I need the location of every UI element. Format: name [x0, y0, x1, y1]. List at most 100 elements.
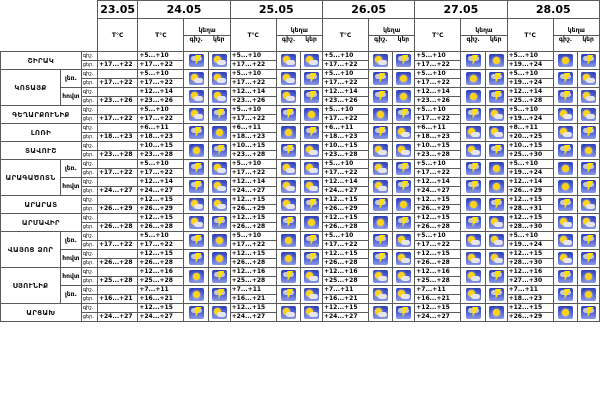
day-weather-cell	[484, 267, 508, 286]
night-weather-cell	[275, 159, 301, 178]
night-weather-cell	[552, 51, 578, 70]
storm-icon	[465, 306, 481, 319]
night-weather-cell	[275, 69, 301, 88]
precip-day-label: կեր	[397, 35, 410, 43]
subregion-label: հովտ	[59, 177, 82, 196]
temp-value: +12...+15	[137, 249, 185, 259]
day-weather-cell	[484, 249, 508, 268]
temp-value: +17...+22	[229, 114, 277, 124]
day-weather-cell	[576, 87, 600, 106]
day-weather-cell	[392, 87, 416, 106]
sun-icon	[465, 90, 481, 103]
table-row: ցեր. +26...+28 +26...+28 +26...+28 +26...+28…	[1, 258, 600, 268]
day-weather-cell	[484, 231, 508, 250]
day-weather-cell	[484, 105, 508, 124]
day-weather-cell	[299, 123, 323, 142]
storm-icon	[280, 270, 296, 283]
temp-value-23: +18...+23	[96, 132, 139, 142]
day-weather-cell	[207, 267, 231, 286]
temp-value: +23...+28	[414, 150, 462, 160]
night-weather-cell	[460, 213, 486, 232]
storm-icon	[303, 198, 319, 211]
sun-cloud-icon	[373, 54, 389, 67]
night-weather-cell	[460, 267, 486, 286]
sun-cloud-icon	[188, 72, 204, 85]
sun-cloud-icon	[488, 234, 504, 247]
night-weather-cell	[460, 69, 486, 88]
precip-day-label: կեր	[489, 35, 502, 43]
night-weather-cell	[368, 231, 394, 250]
day-weather-cell	[576, 141, 600, 160]
temp-value: +26...+29	[506, 186, 554, 196]
storm-icon	[211, 288, 227, 301]
table-row: ՎԱՅՈՑ ՁՈՐ լեռ. գիշ. +5...+10 +5...+10 +5...+1…	[0, 231, 600, 268]
date-header-26: 26.05	[321, 0, 416, 19]
night-weather-cell	[460, 141, 486, 160]
day-weather-cell	[576, 213, 600, 232]
storm-icon	[488, 288, 504, 301]
sun-cloud-icon	[557, 252, 573, 265]
table-row: ցեր. +16...+21 +16...+21 +16...+21 +16...+21…	[1, 294, 600, 304]
temp-value: +24...+27	[137, 312, 185, 322]
table-row: ՍՅՈՒՆԻՔ հովտ գիշ. +12...+16 +12...+16 +12...+…	[0, 267, 600, 304]
night-weather-cell	[552, 87, 578, 106]
day-label: ցեր.	[80, 78, 98, 88]
temp-header: T°C	[229, 18, 277, 52]
precip-night-label: գիշ.	[558, 35, 573, 43]
table-row: լեռ. գիշ. +7...+11 +7...+11 +7...+11 +7...+11…	[1, 285, 600, 304]
night-weather-cell	[368, 87, 394, 106]
night-weather-cell	[460, 51, 486, 70]
sun-icon	[465, 72, 481, 85]
temp-value: +12...+15	[321, 303, 370, 313]
temp-value: +20...+25	[506, 132, 554, 142]
day-weather-cell	[207, 303, 231, 322]
sun-cloud-icon	[396, 252, 412, 265]
temp-value: +26...+28	[229, 258, 277, 268]
storm-icon	[211, 270, 227, 283]
storm-icon	[303, 90, 319, 103]
night-weather-cell	[183, 141, 209, 160]
storm-icon	[488, 90, 504, 103]
temp-value: +12...+14	[414, 177, 462, 187]
subregion-label: հովտ	[59, 87, 82, 106]
sun-cloud-icon	[211, 54, 227, 67]
day-weather-cell	[207, 285, 231, 304]
sun-cloud-icon	[303, 180, 319, 193]
night-weather-cell	[275, 213, 301, 232]
night-label: գիշ.	[80, 231, 98, 241]
night-weather-cell	[368, 51, 394, 70]
subregion-label: լեռ.	[59, 159, 82, 178]
sun-cloud-icon	[396, 288, 412, 301]
temp-value: +12...+15	[229, 195, 277, 205]
temp-value: +8...+11	[506, 123, 554, 133]
night-label: գիշ.	[80, 123, 98, 133]
temp-value: +5...+10	[414, 105, 462, 115]
sun-icon	[557, 180, 573, 193]
temp-value: +26...+28	[137, 258, 185, 268]
day-weather-cell	[207, 69, 231, 88]
temp-value: +12...+15	[229, 249, 277, 259]
night-weather-cell	[183, 231, 209, 250]
temp-header: T°C	[137, 18, 185, 52]
table-row: ԱՐԱՐԱՏ գիշ. +12...+15 +12...+15 +12...+15 +12…	[0, 195, 600, 214]
temp-value: +26...+29	[321, 204, 370, 214]
storm-icon	[188, 54, 204, 67]
temp-value: +24...+27	[321, 312, 370, 322]
day-label: ցեր.	[80, 114, 98, 124]
sun-cloud-icon	[188, 216, 204, 229]
temp-value: +16...+21	[414, 294, 462, 304]
temp-value: +5...+10	[137, 231, 185, 241]
storm-icon	[580, 234, 596, 247]
region-name: ԱՐԱԳԱԾՈՏՆ	[0, 159, 61, 196]
day-weather-cell	[484, 213, 508, 232]
temp-value: +16...+21	[321, 294, 370, 304]
temp-value: +12...+16	[506, 267, 554, 277]
temp-header: T°C	[321, 18, 370, 52]
night-label: գիշ.	[80, 267, 98, 277]
temp-value-23	[96, 303, 139, 313]
storm-icon	[488, 144, 504, 157]
sun-cloud-icon	[557, 216, 573, 229]
temp-value: +27...+30	[506, 276, 554, 286]
temp-value: +18...+23	[414, 132, 462, 142]
day-weather-cell	[299, 87, 323, 106]
